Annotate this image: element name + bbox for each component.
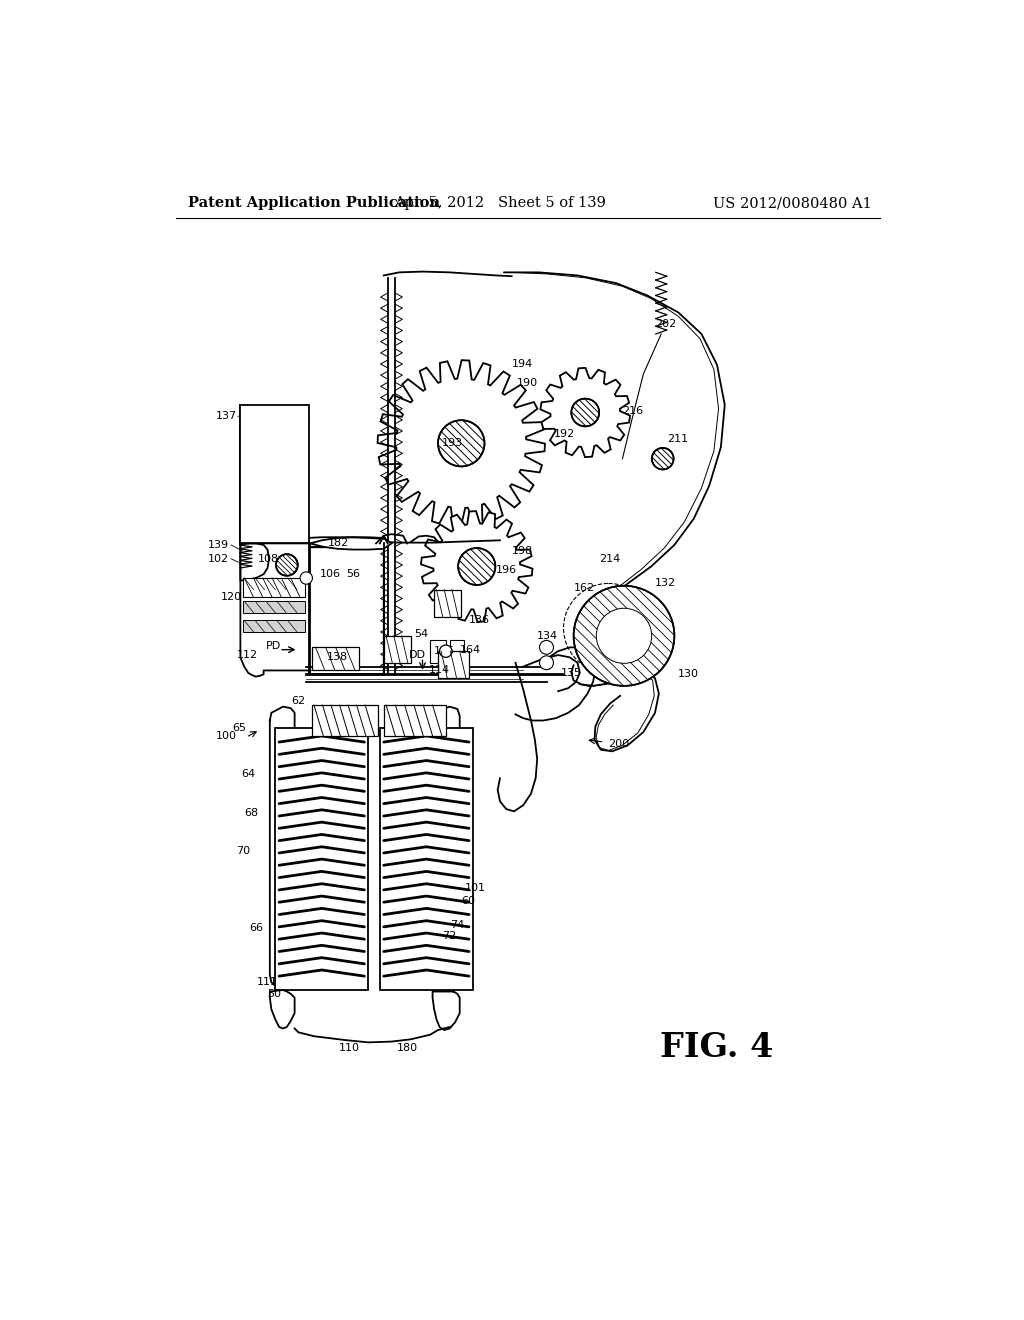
Text: 68: 68 xyxy=(244,808,258,818)
Text: 100: 100 xyxy=(215,731,237,741)
Bar xyxy=(243,578,305,590)
Circle shape xyxy=(300,572,312,585)
Bar xyxy=(430,640,445,663)
Polygon shape xyxy=(310,537,391,549)
Text: 195: 195 xyxy=(434,647,456,656)
Polygon shape xyxy=(421,511,532,622)
Circle shape xyxy=(438,420,484,466)
Text: 65: 65 xyxy=(232,723,247,733)
Text: 134: 134 xyxy=(537,631,557,640)
Text: 137: 137 xyxy=(215,412,237,421)
Text: Patent Application Publication: Patent Application Publication xyxy=(188,197,440,210)
Text: 62: 62 xyxy=(291,696,305,706)
Text: 180: 180 xyxy=(396,1043,418,1053)
Text: 138: 138 xyxy=(327,652,347,663)
Text: 72: 72 xyxy=(442,931,456,941)
Text: 211: 211 xyxy=(667,434,688,445)
Bar xyxy=(311,705,378,737)
Text: 110: 110 xyxy=(338,1043,359,1053)
Text: 54: 54 xyxy=(415,630,429,639)
Bar xyxy=(434,590,461,616)
Text: 70: 70 xyxy=(237,846,251,857)
Text: 190: 190 xyxy=(517,379,539,388)
Circle shape xyxy=(540,640,554,655)
Circle shape xyxy=(573,586,675,686)
Bar xyxy=(241,405,308,544)
Text: 202: 202 xyxy=(655,319,676,329)
Text: 164: 164 xyxy=(460,644,481,655)
Circle shape xyxy=(458,548,496,585)
Bar xyxy=(438,651,469,678)
Circle shape xyxy=(596,609,651,664)
Bar xyxy=(275,729,369,990)
Text: 130: 130 xyxy=(678,669,699,680)
Circle shape xyxy=(276,554,298,576)
Text: 106: 106 xyxy=(321,569,341,579)
Text: Apr. 5, 2012   Sheet 5 of 139: Apr. 5, 2012 Sheet 5 of 139 xyxy=(394,197,606,210)
Text: DD: DD xyxy=(409,649,426,660)
Text: 194: 194 xyxy=(512,359,532,370)
Text: 182: 182 xyxy=(328,539,349,548)
Text: 192: 192 xyxy=(554,429,575,440)
Bar xyxy=(380,729,473,990)
Text: 216: 216 xyxy=(623,407,643,416)
Text: 74: 74 xyxy=(450,920,464,929)
Text: 139: 139 xyxy=(208,540,228,550)
Text: 132: 132 xyxy=(655,578,676,589)
Text: 120: 120 xyxy=(221,593,242,602)
Text: PD: PD xyxy=(266,640,282,651)
Text: 101: 101 xyxy=(465,883,486,894)
Bar xyxy=(450,640,464,661)
Text: 114: 114 xyxy=(429,665,450,676)
Bar xyxy=(243,601,305,612)
Text: 198: 198 xyxy=(512,546,532,556)
Text: 60: 60 xyxy=(461,896,475,907)
Polygon shape xyxy=(541,368,630,457)
Text: 64: 64 xyxy=(242,770,256,779)
Text: 66: 66 xyxy=(250,924,263,933)
Text: 102: 102 xyxy=(208,554,228,564)
Text: 214: 214 xyxy=(599,554,621,564)
Text: 111: 111 xyxy=(257,977,278,987)
Circle shape xyxy=(571,399,599,426)
Text: FIG. 4: FIG. 4 xyxy=(660,1031,774,1064)
Text: 196: 196 xyxy=(496,565,517,576)
Text: US 2012/0080480 A1: US 2012/0080480 A1 xyxy=(714,197,872,210)
Text: 135: 135 xyxy=(560,668,582,677)
Circle shape xyxy=(439,645,452,657)
Bar xyxy=(243,620,305,632)
Text: 50: 50 xyxy=(267,989,282,999)
Text: 200: 200 xyxy=(608,739,630,748)
Bar xyxy=(384,705,445,737)
Text: 56: 56 xyxy=(346,569,360,579)
Text: 108: 108 xyxy=(258,554,280,564)
Polygon shape xyxy=(378,360,545,527)
Circle shape xyxy=(540,656,554,669)
Circle shape xyxy=(652,447,674,470)
Text: 162: 162 xyxy=(573,583,595,593)
Bar xyxy=(243,578,305,597)
Bar xyxy=(312,647,359,671)
Bar xyxy=(384,636,411,663)
Text: 136: 136 xyxy=(469,615,490,626)
Text: 193: 193 xyxy=(442,438,463,449)
Text: 112: 112 xyxy=(238,649,258,660)
